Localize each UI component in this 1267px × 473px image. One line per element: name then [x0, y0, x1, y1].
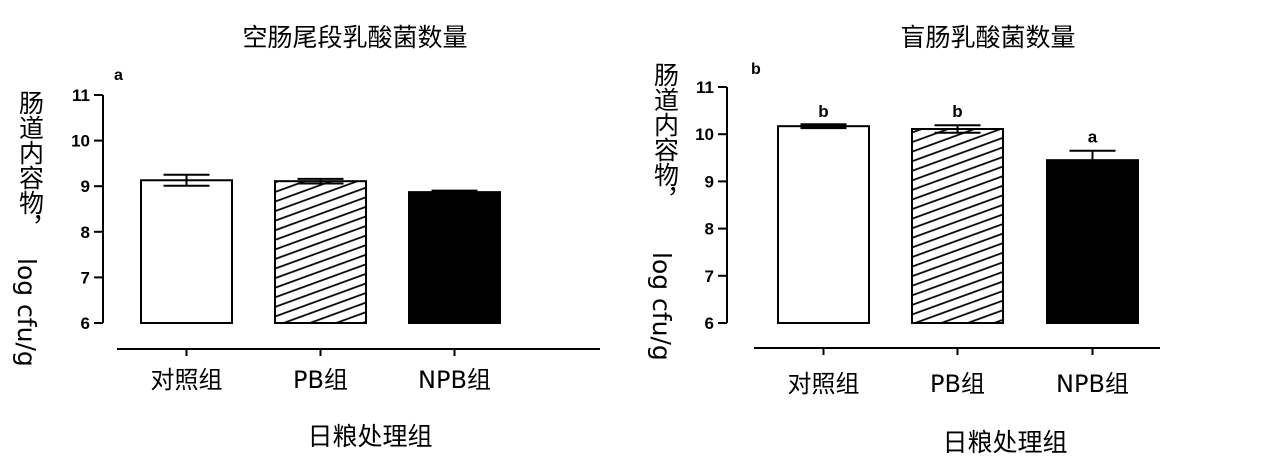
chart-title: 空肠尾段乳酸菌数量: [242, 23, 467, 52]
y-axis-label: 肠道内容物， log cfu/g: [647, 62, 680, 361]
y-tick-label: 11: [72, 86, 90, 105]
bar-对照组: [140, 179, 233, 324]
y-tick-label: 6: [705, 314, 714, 333]
y-tick-label: 8: [705, 220, 714, 239]
y-tick-label: 11: [696, 78, 714, 97]
y-tick-label: 7: [81, 268, 90, 287]
x-axis-label: 日粮处理组: [942, 428, 1067, 457]
significance-label: b: [952, 102, 962, 121]
panel-label: b: [751, 61, 761, 78]
significance-label: a: [1088, 128, 1098, 147]
panel-label: a: [114, 67, 123, 84]
bar-PB组: [911, 128, 1004, 324]
y-axis-label-unit: log cfu/g: [647, 252, 676, 361]
y-axis-label-unit: log cfu/g: [12, 258, 41, 367]
y-tick-label: 10: [71, 132, 90, 151]
bar-NPB组: [408, 191, 501, 324]
y-tick-label: 10: [695, 125, 714, 144]
x-tick-label: NPB组: [1056, 370, 1129, 398]
x-tick-label: PB组: [930, 370, 985, 398]
y-axis-label: 肠道内容物， log cfu/g: [12, 90, 45, 367]
y-tick-label: 8: [81, 223, 90, 242]
y-tick-label: 6: [81, 314, 90, 333]
bar-NPB组: [1046, 159, 1139, 324]
chart-title: 盲肠乳酸菌数量: [900, 23, 1075, 52]
x-tick-label: PB组: [293, 366, 348, 394]
bar-对照组: [777, 125, 870, 325]
y-tick-label: 9: [705, 172, 714, 191]
x-tick-label: NPB组: [418, 366, 491, 394]
y-axis-label-cn: 肠道内容物，: [651, 62, 680, 212]
y-tick-label: 9: [81, 177, 90, 196]
y-axis-label-cn: 肠道内容物，: [16, 90, 45, 240]
chart-b: 盲肠乳酸菌数量 b 日粮处理组 肠道内容物， log cfu/g 6 7 8 9 10 1…: [647, 23, 1160, 457]
x-axis-label: 日粮处理组: [307, 422, 432, 451]
bar-PB组: [274, 180, 367, 324]
x-tick-label: 对照组: [788, 370, 860, 398]
chart-a: 空肠尾段乳酸菌数量 a 日粮处理组 肠道内容物， log cfu/g 6 7 8 9 1…: [12, 23, 600, 451]
significance-label: b: [818, 102, 828, 121]
x-tick-label: 对照组: [151, 366, 223, 394]
y-tick-label: 7: [705, 267, 714, 286]
